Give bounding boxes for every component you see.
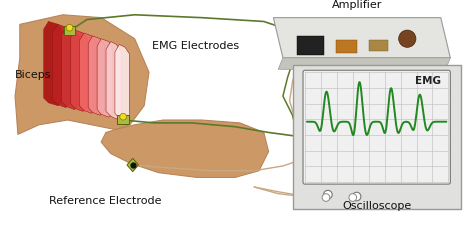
Polygon shape: [79, 33, 96, 113]
Bar: [118, 115, 129, 124]
Bar: [369, 40, 388, 51]
Polygon shape: [44, 21, 63, 106]
Polygon shape: [101, 120, 269, 177]
Polygon shape: [15, 15, 149, 134]
Text: Oscilloscope: Oscilloscope: [342, 201, 411, 211]
Circle shape: [66, 24, 73, 31]
Text: Reference Electrode: Reference Electrode: [48, 196, 161, 206]
Text: EMG Electrodes: EMG Electrodes: [152, 41, 239, 51]
Bar: [297, 36, 324, 55]
Text: EMG: EMG: [415, 76, 441, 86]
Polygon shape: [278, 58, 450, 69]
Polygon shape: [53, 24, 71, 108]
Polygon shape: [88, 36, 104, 115]
Circle shape: [349, 194, 356, 201]
Polygon shape: [71, 30, 88, 111]
Bar: [293, 66, 461, 209]
Circle shape: [399, 30, 416, 47]
Polygon shape: [115, 44, 129, 121]
Bar: [64, 26, 75, 35]
Circle shape: [322, 194, 330, 201]
Bar: [336, 40, 356, 53]
Text: Amplifier: Amplifier: [332, 0, 383, 10]
Polygon shape: [273, 18, 450, 58]
Circle shape: [120, 113, 127, 120]
Polygon shape: [106, 42, 121, 119]
Circle shape: [324, 190, 332, 199]
FancyBboxPatch shape: [303, 70, 450, 184]
Polygon shape: [62, 27, 80, 109]
Text: Biceps: Biceps: [15, 70, 52, 80]
Circle shape: [352, 192, 361, 201]
Polygon shape: [97, 39, 113, 117]
Polygon shape: [127, 158, 138, 172]
